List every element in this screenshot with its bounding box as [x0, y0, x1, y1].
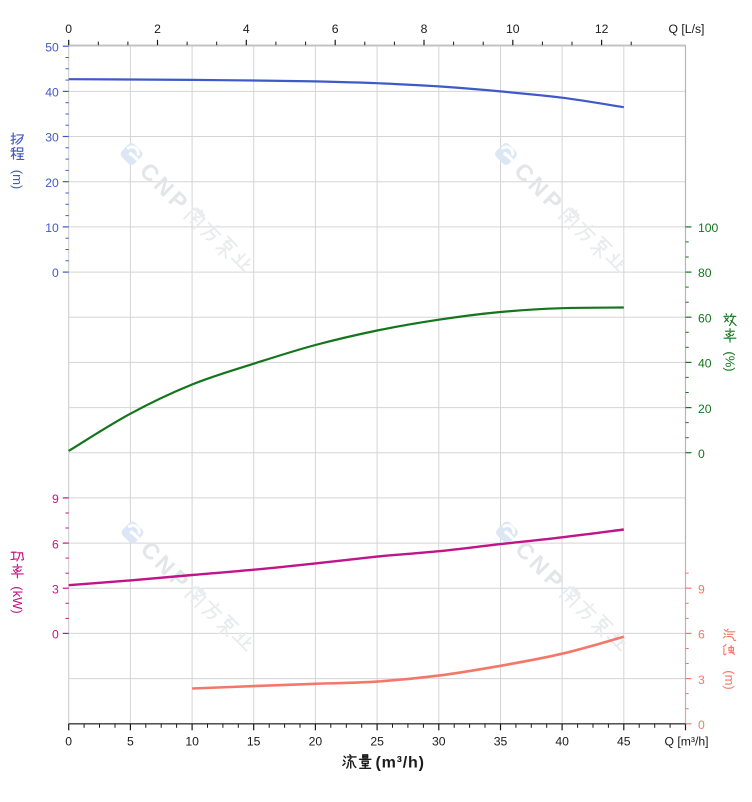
svg-text:(m): (m) — [722, 670, 737, 690]
svg-text:40: 40 — [555, 735, 569, 749]
svg-text:0: 0 — [65, 22, 72, 36]
svg-text:20: 20 — [45, 176, 59, 190]
svg-text:6: 6 — [52, 537, 59, 551]
svg-text:5: 5 — [127, 735, 134, 749]
svg-text:50: 50 — [45, 40, 59, 54]
svg-text:40: 40 — [45, 86, 59, 100]
svg-text:35: 35 — [494, 735, 508, 749]
svg-text:15: 15 — [247, 735, 261, 749]
svg-text:9: 9 — [698, 582, 705, 596]
svg-text:Q [m³/h]: Q [m³/h] — [664, 735, 708, 749]
svg-text:10: 10 — [506, 22, 520, 36]
svg-text:3: 3 — [52, 582, 59, 596]
svg-text:10: 10 — [45, 221, 59, 235]
svg-text:10: 10 — [185, 735, 199, 749]
svg-text:30: 30 — [45, 131, 59, 145]
svg-text:6: 6 — [698, 628, 705, 642]
svg-text:20: 20 — [309, 735, 323, 749]
svg-text:3: 3 — [698, 673, 705, 687]
svg-text:(m): (m) — [10, 170, 25, 190]
svg-text:60: 60 — [698, 311, 712, 325]
svg-text:0: 0 — [52, 266, 59, 280]
svg-text:6: 6 — [332, 22, 339, 36]
svg-text:0: 0 — [65, 735, 72, 749]
svg-text:0: 0 — [698, 447, 705, 461]
svg-text:(%): (%) — [723, 351, 738, 371]
svg-text:9: 9 — [52, 492, 59, 506]
svg-text:8: 8 — [421, 22, 428, 36]
svg-text:(m³/h): (m³/h) — [376, 755, 425, 772]
svg-text:40: 40 — [698, 357, 712, 371]
svg-text:4: 4 — [243, 22, 250, 36]
svg-text:2: 2 — [154, 22, 161, 36]
svg-text:20: 20 — [698, 402, 712, 416]
svg-text:0: 0 — [52, 628, 59, 642]
svg-text:30: 30 — [432, 735, 446, 749]
svg-text:45: 45 — [617, 735, 631, 749]
svg-text:0: 0 — [698, 718, 705, 732]
svg-text:80: 80 — [698, 266, 712, 280]
svg-text:25: 25 — [370, 735, 384, 749]
svg-text:(kW): (kW) — [10, 586, 25, 613]
svg-text:100: 100 — [698, 221, 719, 235]
svg-text:Q [L/s]: Q [L/s] — [669, 22, 705, 36]
svg-text:12: 12 — [595, 22, 609, 36]
